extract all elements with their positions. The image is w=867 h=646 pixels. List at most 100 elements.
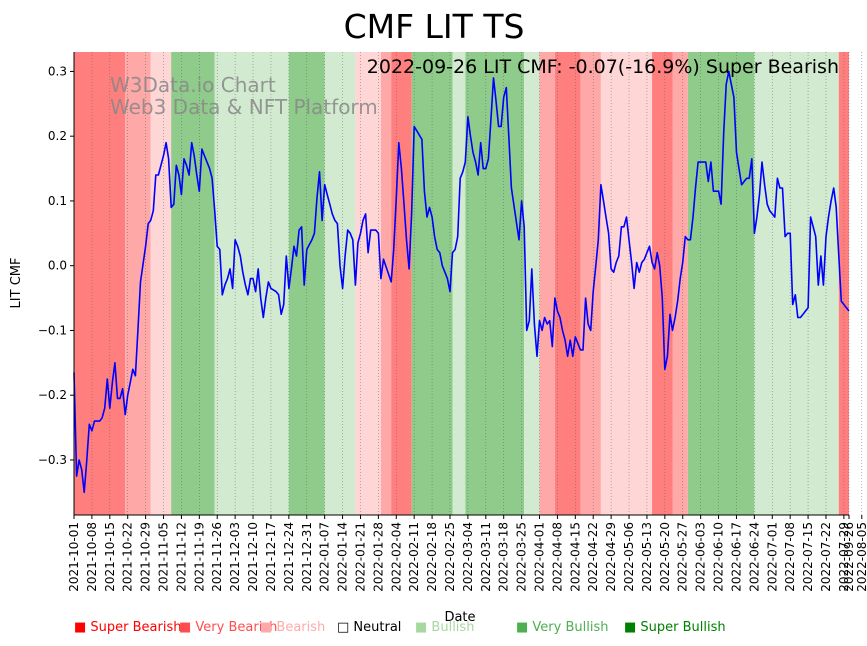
legend-item-very-bullish: ■ Very Bullish [516, 620, 608, 635]
axes [73, 52, 849, 516]
legend-label: Very Bearish [195, 620, 278, 635]
band-super-bearish [391, 52, 412, 515]
x-tick-label: 2021-11-26 [210, 522, 224, 592]
band-super-bearish [74, 52, 126, 515]
legend-marker: ■ [415, 620, 432, 635]
x-tick-label: 2021-12-24 [282, 522, 296, 592]
x-tick-label: 2021-10-29 [139, 522, 153, 592]
latest-value-annotation: 2022-09-26 LIT CMF: -0.07(-16.9%) Super … [367, 56, 839, 78]
x-tick-label: 2022-06-03 [694, 522, 708, 592]
x-tick-label: 2021-10-15 [103, 522, 117, 592]
band-very-bearish [125, 52, 151, 515]
cmf-series [73, 70, 850, 494]
x-tick-label: 2021-12-10 [246, 522, 260, 592]
watermark-line-1: W3Data.io Chart [110, 73, 276, 97]
legend-item-super-bearish: ■ Super Bearish [74, 620, 182, 635]
band-bearish [600, 52, 653, 515]
x-tick-label: 2022-07-08 [783, 522, 797, 592]
x-tick-label: 2021-10-01 [67, 522, 81, 592]
band-very-bullish [171, 52, 215, 515]
x-tick-label: 2022-07-15 [801, 522, 815, 592]
band-super-bearish [652, 52, 673, 515]
legend-label: Super Bearish [90, 620, 182, 635]
x-tick-label: 2022-04-22 [586, 522, 600, 592]
x-tick-label: 2022-06-17 [730, 522, 744, 592]
x-tick-label: 2022-07-01 [765, 522, 779, 592]
legend-item-very-bearish: ■ Very Bearish [179, 620, 277, 635]
band-bullish [754, 52, 839, 515]
legend-marker: ■ [624, 620, 641, 635]
x-tick-label: 2022-08-05 [855, 522, 867, 592]
band-very-bullish [687, 52, 755, 515]
x-tick-label: 2022-03-18 [497, 522, 511, 592]
x-tick-label: 2022-05-06 [622, 522, 636, 592]
x-tick-label: 2022-04-15 [568, 522, 582, 592]
legend-label: Bullish [431, 620, 475, 635]
x-tick-label: 2022-01-28 [371, 522, 385, 592]
x-tick-label: 2022-03-25 [515, 522, 529, 592]
band-very-bearish [539, 52, 555, 515]
y-tick-label: 0.0 [48, 259, 67, 273]
x-tick-label: 2021-11-19 [192, 522, 206, 592]
sentiment-legend: ■ Super Bearish ■ Very Bearish ■ Bearish □ … [74, 620, 864, 640]
y-tick-label: −0.3 [38, 453, 67, 467]
watermark: W3Data.io Chart Web3 Data & NFT Platform [110, 73, 378, 119]
x-tick-label: 2022-02-04 [389, 522, 403, 592]
x-tick-label: 2021-11-12 [174, 522, 188, 592]
legend-marker: □ [337, 620, 354, 635]
x-tick-label: 2022-04-08 [550, 522, 564, 592]
y-tick-label: 0.3 [48, 64, 67, 78]
legend-label: Neutral [353, 620, 402, 635]
x-tick-label: 2022-01-21 [354, 522, 368, 592]
y-ticks: −0.3 −0.2 −0.1 0.0 0.1 0.2 0.3 [38, 64, 74, 467]
legend-marker: ■ [179, 620, 196, 635]
legend-item-super-bullish: ■ Super Bullish [624, 620, 726, 635]
legend-marker: ■ [516, 620, 533, 635]
x-tick-label: 2021-12-17 [264, 522, 278, 592]
band-very-bullish [465, 52, 525, 515]
x-tick-label: 2022-05-13 [640, 522, 654, 592]
x-tick-label: 2021-12-03 [228, 522, 242, 592]
x-tick-label: 2022-06-24 [747, 522, 761, 592]
band-super-bearish [554, 52, 581, 515]
x-tick-label: 2022-07-22 [819, 522, 833, 592]
x-tick-label: 2021-10-22 [121, 522, 135, 592]
chart-title: CMF LIT TS [344, 7, 525, 46]
x-tick-label: 2022-03-04 [461, 522, 475, 592]
x-tick-label: 2022-04-01 [533, 522, 547, 592]
x-tick-label: 2022-07-29 [837, 522, 851, 592]
legend-item-bullish: ■ Bullish [415, 620, 474, 635]
legend-marker: ■ [74, 620, 91, 635]
legend-marker: ■ [260, 620, 277, 635]
band-bearish [355, 52, 381, 515]
x-tick-label: 2022-09-26 [842, 522, 856, 592]
watermark-line-2: Web3 Data & NFT Platform [110, 95, 378, 119]
x-axis-label: Date [444, 610, 475, 625]
x-tick-label: 2022-03-11 [479, 522, 493, 592]
x-tick-label: 2022-02-25 [443, 522, 457, 592]
legend-item-neutral: □ Neutral [337, 620, 401, 635]
cmf-line [73, 70, 850, 494]
band-very-bearish [580, 52, 601, 515]
x-tick-label: 2022-05-20 [658, 522, 672, 592]
x-ticks: 2021-10-01 2021-10-08 2021-10-15 2021-10-22… [67, 515, 867, 592]
x-tick-label: 2022-01-14 [336, 522, 350, 592]
x-tick-label: 2022-05-27 [676, 522, 690, 592]
legend-label: Very Bullish [532, 620, 609, 635]
band-bullish [324, 52, 356, 515]
legend-label: Super Bullish [640, 620, 726, 635]
x-tick-label: 2022-04-29 [604, 522, 618, 592]
sentiment-bands [74, 52, 849, 515]
x-tick-label: 2022-06-10 [712, 522, 726, 592]
band-bullish [452, 52, 466, 515]
y-axis-label: LIT CMF [9, 258, 24, 309]
y-tick-label: 0.2 [48, 129, 67, 143]
y-tick-label: −0.1 [38, 323, 67, 337]
y-tick-label: 0.1 [48, 194, 67, 208]
x-tick-label: 2021-10-08 [85, 522, 99, 592]
legend-label: Bearish [276, 620, 326, 635]
y-tick-label: −0.2 [38, 388, 67, 402]
band-bearish [150, 52, 172, 515]
x-tick-label: 2021-12-31 [300, 522, 314, 592]
